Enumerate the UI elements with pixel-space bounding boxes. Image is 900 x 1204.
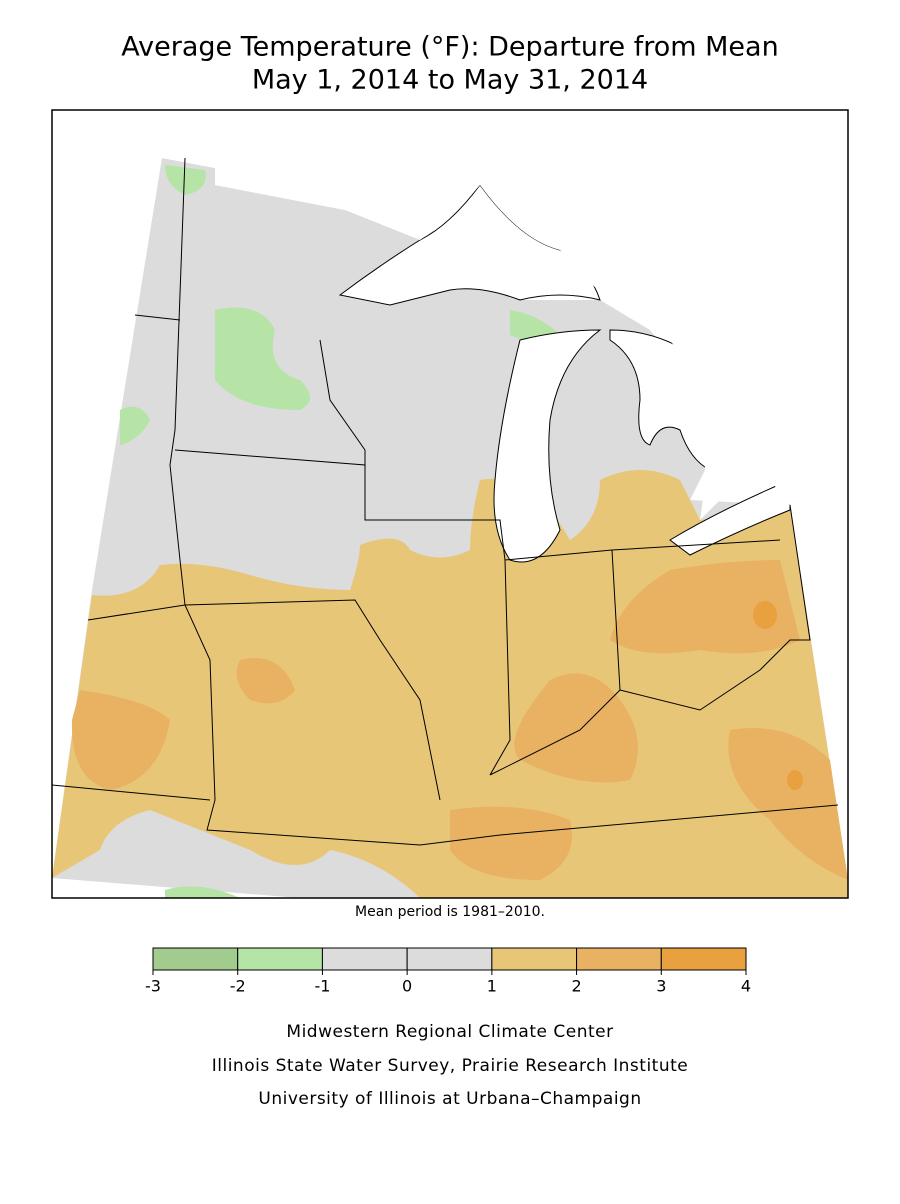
legend-tick-label: -1 <box>314 977 330 996</box>
state-borders <box>52 157 839 846</box>
title-line: Average Temperature (°F): Departure from… <box>121 32 778 63</box>
legend: -3 -2 -1 0 1 2 3 4 <box>145 947 751 996</box>
legend-swatch <box>321 947 408 971</box>
legend-swatch <box>491 947 578 971</box>
map-note: Mean period is 1981–2010. <box>355 904 545 920</box>
legend-tick-label: 4 <box>741 977 751 996</box>
title-line: May 1, 2014 to May 31, 2014 <box>252 65 648 96</box>
hot-spot <box>753 601 777 629</box>
map-frame <box>51 109 849 899</box>
warm-area <box>52 470 848 898</box>
canada-land <box>160 110 848 520</box>
legend-swatch <box>576 947 662 971</box>
hot-spot <box>787 770 803 790</box>
credit-line: University of Illinois at Urbana–Champai… <box>258 1089 641 1109</box>
legend-tick-label: -2 <box>230 977 246 996</box>
lake-michigan <box>493 329 602 563</box>
legend-swatch <box>660 947 747 971</box>
warmer-area <box>71 560 848 880</box>
legend-tick-label: 2 <box>571 977 581 996</box>
legend-tick-label: 1 <box>487 977 497 996</box>
legend-swatch <box>237 947 323 971</box>
cool-area <box>120 165 560 898</box>
credit-line: Illinois State Water Survey, Prairie Res… <box>212 1056 688 1076</box>
legend-tick-label: 3 <box>656 977 666 996</box>
credit-line: Midwestern Regional Climate Center <box>286 1022 613 1042</box>
legend-tick-label: 0 <box>402 977 412 996</box>
legend-swatch <box>406 947 493 971</box>
map <box>51 109 849 899</box>
legend-tick-label: -3 <box>145 977 161 996</box>
legend-swatch <box>152 947 239 971</box>
